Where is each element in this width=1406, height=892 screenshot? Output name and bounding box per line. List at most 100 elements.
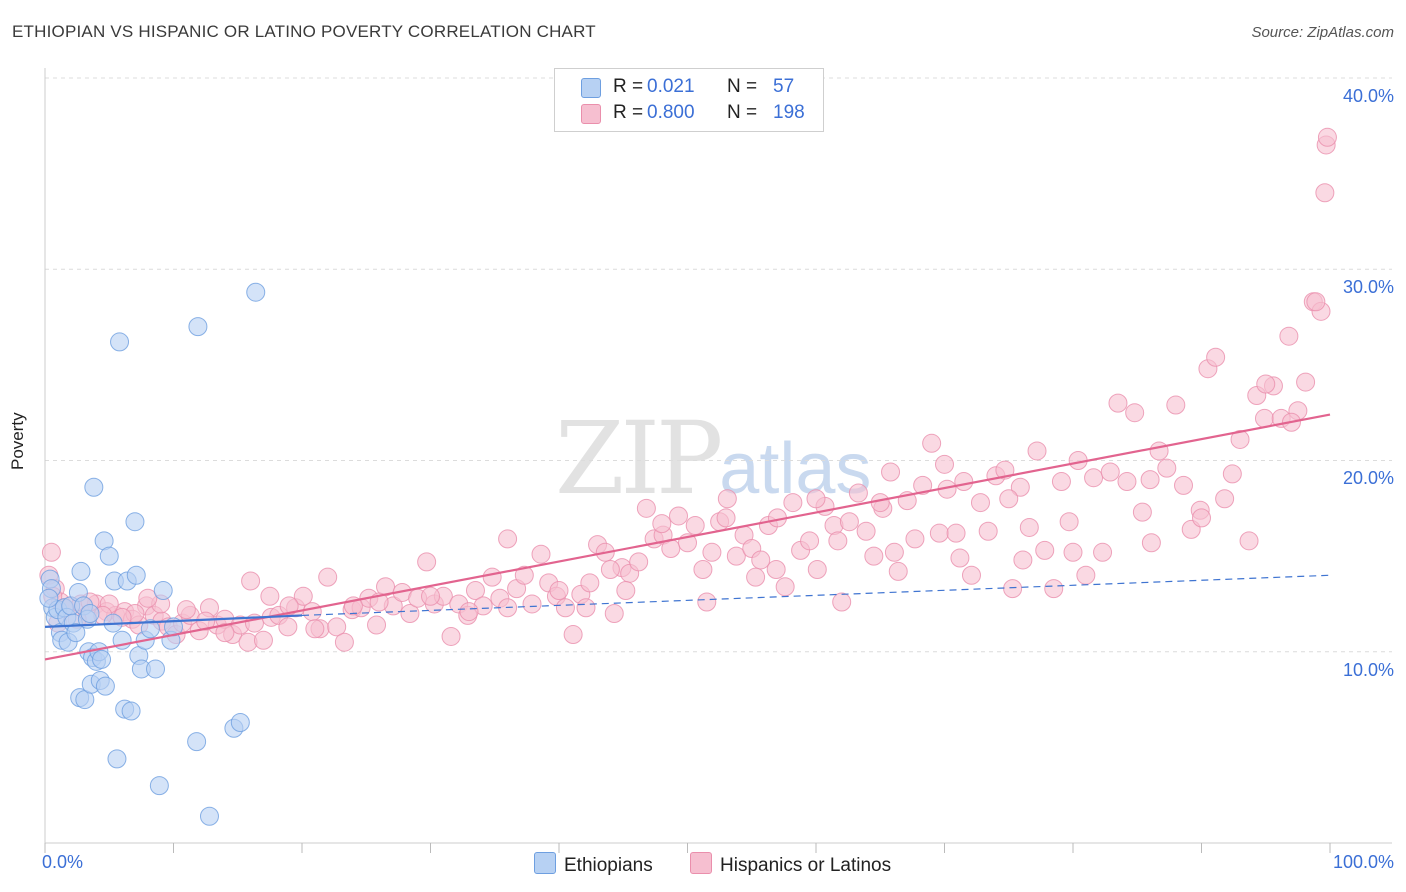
data-point-hispanics: [950, 548, 970, 568]
data-point-hispanics: [848, 483, 868, 503]
data-point-hispanics: [922, 433, 942, 453]
data-point-ethiopians: [126, 565, 146, 585]
data-point-hispanics: [1035, 540, 1055, 560]
data-point-ethiopians: [121, 701, 141, 721]
data-point-ethiopians: [84, 477, 104, 497]
data-point-hispanics: [600, 560, 620, 580]
data-point-hispanics: [1051, 472, 1071, 492]
legend-r-value: 0.021: [647, 76, 695, 97]
data-point-hispanics: [832, 592, 852, 612]
data-point-hispanics: [961, 565, 981, 585]
data-point-hispanics: [1003, 579, 1023, 599]
trend-line-hispanics: [44, 413, 1331, 661]
data-point-hispanics: [1192, 508, 1211, 528]
data-point-hispanics: [367, 615, 387, 635]
legend-label-ethiopians: Ethiopians: [564, 855, 653, 876]
data-point-hispanics: [746, 567, 766, 587]
data-point-hispanics: [693, 560, 713, 580]
data-point-hispanics: [482, 567, 502, 587]
data-point-hispanics: [726, 546, 746, 566]
legend-n-value: 57: [773, 76, 795, 97]
data-point-hispanics: [1230, 429, 1250, 449]
x-tick-max: 100.0%: [1332, 852, 1394, 872]
data-point-hispanics: [1019, 517, 1039, 537]
data-point-hispanics: [138, 588, 158, 608]
legend-n-value: 198: [773, 102, 805, 123]
data-point-hispanics: [954, 472, 974, 492]
data-point-hispanics: [305, 619, 325, 639]
watermark-zip: ZIP: [555, 400, 723, 517]
data-point-hispanics: [716, 508, 736, 528]
data-point-ethiopians: [140, 619, 160, 639]
chart-title: ETHIOPIAN VS HISPANIC OR LATINO POVERTY …: [12, 22, 596, 41]
data-point-hispanics: [629, 552, 649, 572]
data-point-hispanics: [1279, 326, 1299, 346]
data-point-hispanics: [334, 632, 354, 652]
data-point-hispanics: [302, 602, 322, 622]
data-point-hispanics: [41, 542, 61, 562]
data-point-hispanics: [555, 598, 575, 618]
data-point-hispanics: [717, 489, 737, 509]
data-point-ethiopians: [99, 546, 119, 566]
data-point-hispanics: [563, 625, 583, 645]
data-point-hispanics: [1059, 512, 1079, 532]
data-point-hispanics: [549, 581, 569, 601]
data-point-hispanics: [1206, 347, 1226, 367]
data-point-ethiopians: [125, 512, 145, 532]
legend-swatch-blue: [534, 852, 556, 874]
data-point-hispanics: [293, 586, 313, 606]
data-point-ethiopians: [230, 713, 250, 733]
data-point-hispanics: [241, 571, 261, 591]
legend-r-label: R =: [613, 102, 644, 123]
data-point-hispanics: [884, 542, 904, 562]
data-point-hispanics: [807, 560, 827, 580]
legend-item-hispanics[interactable]: Hispanics or Latinos: [690, 852, 891, 877]
data-point-hispanics: [459, 602, 479, 622]
data-point-hispanics: [421, 586, 440, 606]
data-point-hispanics: [970, 493, 990, 513]
data-point-hispanics: [913, 475, 933, 495]
data-point-hispanics: [685, 516, 705, 536]
data-point-hispanics: [1174, 475, 1194, 495]
data-point-hispanics: [1317, 127, 1337, 147]
data-point-ethiopians: [39, 588, 59, 608]
data-point-hispanics: [935, 454, 954, 474]
x-tick-min: 0.0%: [42, 852, 84, 872]
data-point-hispanics: [253, 630, 273, 650]
legend-row-ethiopians: R = 0.021 N = 57: [555, 75, 823, 101]
data-point-hispanics: [531, 544, 551, 564]
data-point-hispanics: [1157, 458, 1177, 478]
data-point-hispanics: [1044, 579, 1064, 599]
data-point-hispanics: [1132, 502, 1152, 522]
data-point-hispanics: [905, 529, 925, 549]
data-point-hispanics: [604, 604, 624, 623]
data-point-ethiopians: [149, 776, 169, 796]
data-point-hispanics: [1125, 403, 1145, 423]
source-label: Source: ZipAtlas.com: [1251, 24, 1394, 41]
legend-item-ethiopians[interactable]: Ethiopians: [534, 852, 653, 877]
data-point-hispanics: [636, 498, 656, 518]
data-point-hispanics: [652, 514, 672, 534]
data-point-hispanics: [1140, 470, 1160, 490]
data-point-hispanics: [279, 596, 299, 616]
y-tick-label: 40.0%: [1342, 86, 1394, 106]
y-tick-label: 10.0%: [1342, 660, 1394, 680]
data-point-hispanics: [1013, 550, 1033, 570]
data-point-hispanics: [775, 577, 795, 597]
data-point-hispanics: [1315, 183, 1335, 203]
data-point-hispanics: [1117, 472, 1137, 492]
stats-legend: R = 0.021 N = 57 R = 0.800 N = 198: [554, 68, 824, 132]
data-point-hispanics: [1063, 542, 1083, 562]
data-point-ethiopians: [153, 581, 173, 601]
data-point-hispanics: [514, 565, 534, 585]
data-point-hispanics: [1149, 441, 1169, 461]
data-point-ethiopians: [187, 732, 207, 752]
y-axis-label: Poverty: [8, 412, 27, 470]
data-point-hispanics: [856, 521, 876, 541]
data-point-hispanics: [465, 581, 485, 601]
data-point-hispanics: [828, 531, 848, 551]
legend-swatch-pink: [690, 852, 712, 874]
data-point-hispanics: [522, 594, 542, 614]
data-point-hispanics: [881, 462, 901, 482]
data-point-hispanics: [1306, 292, 1326, 312]
